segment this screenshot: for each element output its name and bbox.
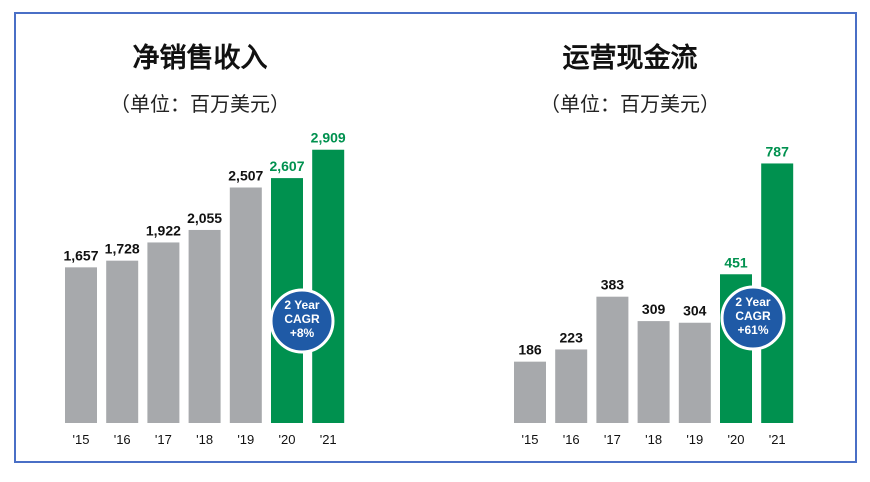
category-label-1-4: '19: [686, 432, 703, 447]
bar-1-4: [678, 322, 711, 423]
cagr-badge-text-0-2: +8%: [290, 326, 315, 340]
bar-1-0: [514, 361, 546, 423]
value-label-0-6: 2,909: [311, 130, 346, 146]
value-label-1-5: 451: [724, 254, 748, 270]
category-label-0-0: '15: [73, 432, 90, 447]
bar-0-0: [65, 267, 97, 423]
bar-0-4: [229, 187, 262, 423]
category-label-0-1: '16: [114, 432, 131, 447]
category-label-1-1: '16: [563, 432, 580, 447]
bar-1-1: [555, 349, 588, 423]
category-label-0-5: '20: [279, 432, 296, 447]
bar-1-3: [637, 321, 670, 423]
bar-0-1: [106, 260, 139, 423]
value-label-1-2: 383: [601, 277, 625, 293]
cagr-badge-text-0-0: 2 Year: [284, 298, 319, 312]
value-label-1-6: 787: [766, 143, 790, 159]
value-label-0-1: 1,728: [105, 241, 140, 257]
chart-title-net-sales: 净销售收入: [132, 43, 268, 74]
value-label-1-1: 223: [560, 329, 584, 345]
category-label-0-3: '18: [196, 432, 213, 447]
chart-subtitle-net-sales: （单位：百万美元）: [110, 92, 290, 116]
value-label-0-4: 2,507: [228, 167, 263, 183]
cagr-badge-text-1-0: 2 Year: [735, 295, 770, 309]
chart-title-operating-cash-flow: 运营现金流: [562, 43, 698, 74]
bar-0-6: [312, 149, 345, 424]
value-label-1-0: 186: [518, 342, 542, 358]
cagr-badge-0: [269, 288, 335, 354]
cagr-badge-text-1-1: CAGR: [735, 309, 771, 323]
cagr-badge-1: [720, 285, 786, 351]
category-label-1-3: '18: [645, 432, 662, 447]
value-label-0-5: 2,607: [269, 158, 304, 174]
value-label-1-4: 304: [683, 303, 707, 319]
bar-0-3: [188, 229, 221, 423]
cagr-badge-text-1-2: +61%: [737, 323, 768, 337]
bar-0-2: [147, 242, 180, 423]
value-label-0-0: 1,657: [63, 247, 98, 263]
chart-frame: [14, 12, 857, 463]
value-label-0-2: 1,922: [146, 222, 181, 238]
category-label-0-6: '21: [320, 432, 337, 447]
category-label-0-2: '17: [155, 432, 172, 447]
cagr-badge-text-0-1: CAGR: [284, 312, 320, 326]
value-label-0-3: 2,055: [187, 210, 222, 226]
category-label-0-4: '19: [237, 432, 254, 447]
category-label-1-0: '15: [522, 432, 539, 447]
category-label-1-2: '17: [604, 432, 621, 447]
bar-1-2: [596, 296, 629, 423]
category-label-1-6: '21: [769, 432, 786, 447]
chart-subtitle-operating-cash-flow: （单位：百万美元）: [540, 92, 720, 116]
category-label-1-5: '20: [728, 432, 745, 447]
value-label-1-3: 309: [642, 301, 666, 317]
